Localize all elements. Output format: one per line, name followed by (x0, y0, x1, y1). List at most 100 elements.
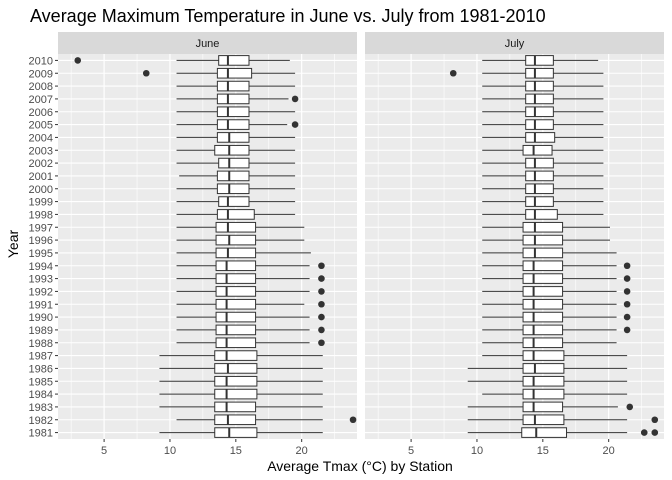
box-july-1995 (482, 247, 617, 259)
box-july-1982 (467, 414, 659, 426)
y-tick-label: 1985 (29, 376, 53, 388)
y-tick-label: 1992 (29, 286, 53, 298)
box-iqr (215, 324, 257, 336)
box-iqr (525, 93, 554, 105)
y-tick-label: 1984 (29, 389, 53, 401)
box-iqr (215, 286, 257, 297)
box-july-1996 (482, 234, 610, 246)
box-iqr (215, 234, 257, 246)
y-tick-label: 1981 (29, 428, 53, 440)
y-tick-label: 1989 (29, 325, 53, 337)
outlier-point (291, 121, 299, 128)
outlier-point (318, 262, 325, 270)
box-june-2006 (176, 106, 296, 118)
box-july-2007 (482, 93, 604, 105)
box-iqr (525, 67, 554, 79)
box-iqr (216, 183, 250, 195)
box-june-1985 (159, 375, 323, 387)
outlier-point (318, 300, 325, 308)
facet-panels: June 5 10 15 20 July 5 10 15 20 (58, 32, 664, 457)
box-iqr (216, 209, 255, 220)
y-tick-label: 1982 (29, 415, 53, 427)
box-june-2008 (176, 80, 296, 92)
box-iqr (216, 93, 250, 105)
box-june-1993 (176, 273, 325, 284)
panel-background (58, 54, 357, 439)
box-iqr (214, 427, 258, 438)
box-iqr (522, 247, 564, 259)
box-july-1986 (467, 363, 628, 374)
box-july-1987 (482, 350, 628, 361)
box-iqr (522, 273, 564, 284)
box-iqr (522, 260, 564, 272)
box-july-1985 (467, 375, 628, 387)
box-july-1997 (482, 221, 610, 233)
box-july-2002 (482, 157, 604, 169)
box-iqr (215, 260, 257, 272)
box-iqr (521, 427, 568, 438)
box-iqr (522, 286, 564, 297)
box-june-1990 (176, 311, 325, 323)
box-june-1984 (159, 388, 323, 400)
box-july-1988 (482, 337, 617, 349)
outlier-point (349, 416, 357, 424)
y-tick-label: 1986 (29, 363, 53, 375)
x-tick-label: 15 (230, 445, 242, 457)
outlier-point (318, 275, 325, 282)
box-iqr (218, 55, 250, 66)
outlier-point (318, 313, 325, 321)
box-june-2001 (179, 170, 296, 182)
y-tick-label: 1990 (29, 312, 53, 324)
box-iqr (215, 273, 257, 284)
box-iqr (522, 350, 565, 361)
box-iqr (215, 247, 257, 259)
box-iqr (216, 67, 253, 79)
box-june-2009 (142, 67, 296, 79)
box-iqr (522, 401, 564, 413)
x-tick-label: 5 (408, 445, 414, 457)
outlier-point (623, 262, 631, 270)
box-july-1992 (482, 286, 631, 297)
box-iqr (525, 132, 556, 143)
box-iqr (218, 157, 250, 169)
x-tick-label: 20 (296, 445, 308, 457)
box-july-1981 (467, 427, 659, 438)
facet-strip-label: July (505, 38, 525, 50)
y-tick-label: 2009 (29, 68, 53, 80)
box-iqr (525, 119, 554, 130)
y-tick-label: 2008 (29, 81, 53, 93)
box-iqr (215, 337, 257, 349)
y-tick-label: 2006 (29, 107, 53, 119)
box-july-1999 (482, 196, 604, 207)
box-iqr (522, 298, 564, 310)
y-tick-label: 1993 (29, 274, 53, 286)
box-july-1989 (482, 324, 631, 336)
box-iqr (522, 375, 565, 387)
box-iqr (214, 350, 258, 361)
box-july-2008 (482, 80, 604, 92)
y-tick-label: 2001 (29, 171, 53, 183)
box-june-1999 (176, 196, 296, 207)
box-iqr (214, 388, 258, 400)
box-june-1995 (176, 247, 311, 259)
box-june-1996 (176, 234, 305, 246)
y-tick-label: 1983 (29, 402, 53, 414)
outlier-point (318, 288, 325, 295)
outlier-point (623, 313, 631, 321)
x-tick-label: 20 (603, 445, 615, 457)
box-iqr (214, 375, 258, 387)
y-tick-label: 2004 (29, 132, 53, 144)
panel-background (365, 54, 664, 439)
box-iqr (525, 183, 554, 195)
box-iqr (525, 170, 554, 182)
outlier-point (74, 57, 82, 64)
box-june-1992 (176, 286, 325, 297)
y-tick-label: 2000 (29, 184, 53, 196)
box-june-2000 (176, 183, 296, 195)
box-iqr (216, 106, 250, 118)
outlier-point (142, 69, 150, 77)
y-tick-label: 2010 (29, 55, 53, 67)
y-axis-tick-labels: 1981198219831984198519861987198819891990… (29, 55, 58, 440)
box-iqr (214, 144, 250, 156)
outlier-point (623, 288, 631, 295)
